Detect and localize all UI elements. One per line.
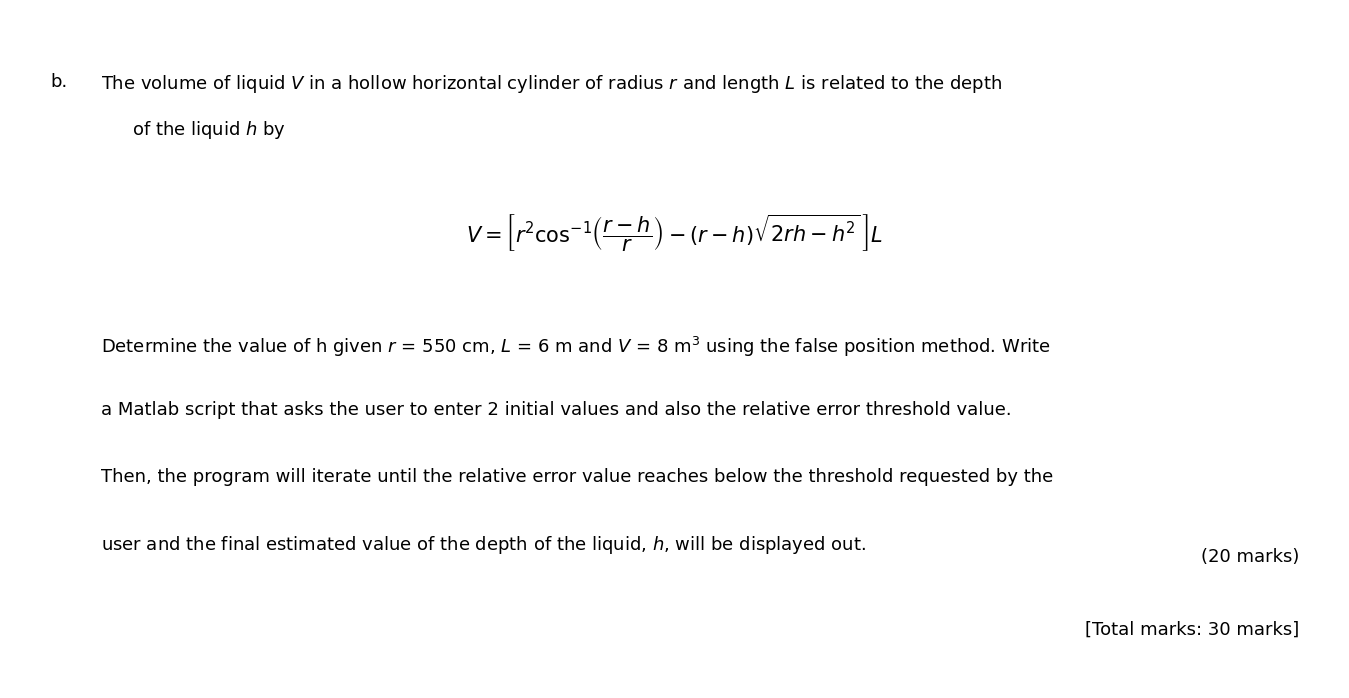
Text: [Total marks: 30 marks]: [Total marks: 30 marks]	[1085, 621, 1299, 639]
Text: user and the final estimated value of the depth of the liquid, $h$, will be disp: user and the final estimated value of th…	[101, 534, 866, 556]
Text: $V = \left[r^2\cos^{-1}\!\left(\dfrac{r-h}{r}\right) - (r-h)\sqrt{2rh-h^2}\,\rig: $V = \left[r^2\cos^{-1}\!\left(\dfrac{r-…	[465, 213, 884, 254]
Text: of the liquid $h$ by: of the liquid $h$ by	[132, 119, 286, 141]
Text: (20 marks): (20 marks)	[1201, 548, 1299, 566]
Text: b.: b.	[50, 73, 67, 91]
Text: a Matlab script that asks the user to enter 2 initial values and also the relati: a Matlab script that asks the user to en…	[101, 401, 1012, 419]
Text: Determine the value of h given $r$ = 550 cm, $L$ = 6 m and $V$ = 8 m$^3$ using t: Determine the value of h given $r$ = 550…	[101, 335, 1051, 359]
Text: The volume of liquid $V$ in a hollow horizontal cylinder of radius $r$ and lengt: The volume of liquid $V$ in a hollow hor…	[101, 73, 1002, 96]
Text: Then, the program will iterate until the relative error value reaches below the : Then, the program will iterate until the…	[101, 468, 1054, 486]
